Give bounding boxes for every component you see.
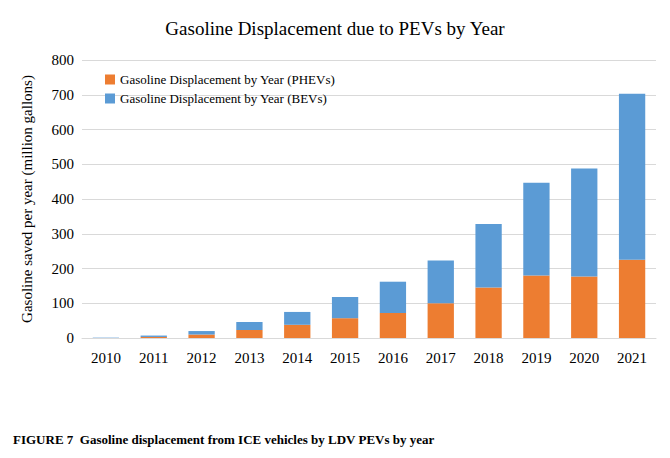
svg-text:700: 700 <box>52 87 75 103</box>
svg-text:2019: 2019 <box>521 350 551 366</box>
svg-text:2017: 2017 <box>426 350 457 366</box>
svg-text:2020: 2020 <box>569 350 599 366</box>
svg-text:200: 200 <box>52 261 75 277</box>
svg-text:Gasoline Displacement by Year: Gasoline Displacement by Year (BEVs) <box>120 91 327 106</box>
svg-text:2016: 2016 <box>378 350 409 366</box>
svg-text:300: 300 <box>52 226 75 242</box>
svg-text:2018: 2018 <box>474 350 504 366</box>
svg-text:2021: 2021 <box>617 350 647 366</box>
svg-text:2010: 2010 <box>91 350 121 366</box>
svg-text:2011: 2011 <box>139 350 168 366</box>
svg-text:Gasoline saved per year (milli: Gasoline saved per year (million gallons… <box>19 75 36 323</box>
svg-text:100: 100 <box>52 295 75 311</box>
svg-text:800: 800 <box>52 52 75 68</box>
svg-text:Gasoline Displacement by Year: Gasoline Displacement by Year (PHEVs) <box>120 72 335 87</box>
svg-text:0: 0 <box>67 330 75 346</box>
svg-text:2013: 2013 <box>234 350 264 366</box>
svg-text:500: 500 <box>52 156 75 172</box>
svg-text:2015: 2015 <box>330 350 360 366</box>
svg-text:Gasoline Displacement due to P: Gasoline Displacement due to PEVs by Yea… <box>165 18 505 39</box>
svg-text:600: 600 <box>52 122 75 138</box>
svg-text:2014: 2014 <box>282 350 313 366</box>
svg-text:400: 400 <box>52 191 75 207</box>
svg-text:FIGURE 7 Gasoline displacemen: FIGURE 7 Gasoline displacement from ICE … <box>13 432 435 447</box>
svg-text:2012: 2012 <box>187 350 217 366</box>
